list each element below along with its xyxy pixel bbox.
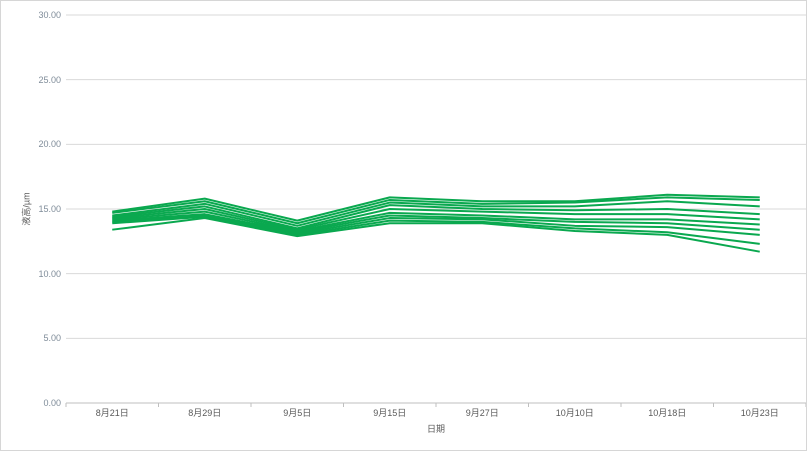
y-tick-label: 30.00 (38, 10, 61, 20)
y-tick-label: 10.00 (38, 268, 61, 279)
y-tick-label: 25.00 (38, 74, 61, 85)
y-tick-label: 15.00 (38, 204, 61, 214)
x-tick-label: 8月21日 (95, 408, 129, 418)
x-tick-label: 10月18日 (648, 408, 687, 418)
series-line-9 (112, 215, 760, 245)
x-axis-title: 日期 (426, 424, 446, 434)
y-tick-label: 5.00 (43, 333, 61, 344)
y-tick-label: 20.00 (38, 139, 61, 150)
x-tick-label: 8月29日 (188, 408, 222, 418)
series-line-8 (112, 214, 760, 236)
x-tick-label: 9月15日 (373, 408, 407, 418)
series-line-10 (112, 217, 760, 253)
series-line-3 (112, 200, 760, 227)
x-tick-label: 10月23日 (740, 408, 779, 418)
y-tick-label: 0.00 (43, 398, 61, 408)
series-line-5 (112, 208, 760, 231)
series-line-4 (112, 204, 760, 230)
x-tick-label: 9月27日 (465, 408, 499, 418)
x-tick-label: 9月5日 (283, 408, 312, 418)
x-tick-label: 10月10日 (555, 408, 594, 418)
series-line-6 (112, 210, 760, 232)
y-axis-title: 液高/µm (21, 192, 32, 226)
series-line-2 (112, 196, 760, 225)
series-line-1 (112, 193, 760, 222)
series-line-7 (112, 213, 760, 234)
